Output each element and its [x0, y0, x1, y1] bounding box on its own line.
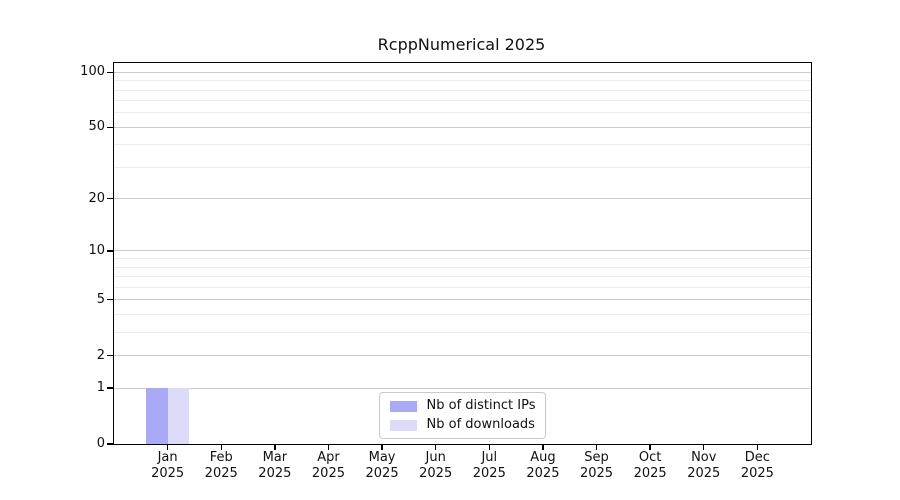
x-tick	[703, 444, 705, 450]
x-tick-label: Sep 2025	[579, 450, 614, 481]
x-tick-label: Jul 2025	[472, 450, 506, 481]
x-tick-label: Oct 2025	[633, 450, 667, 481]
legend-swatch-distinct-ips	[389, 400, 417, 412]
y-gridline-minor	[114, 166, 811, 168]
y-tick-label: 0	[96, 436, 105, 451]
y-tick	[107, 354, 114, 357]
y-gridline-minor	[114, 100, 811, 102]
y-gridline-major	[114, 126, 811, 128]
y-tick	[107, 443, 114, 445]
y-gridline-minor	[114, 266, 811, 268]
legend-label-downloads: Nb of downloads	[426, 417, 535, 432]
y-tick	[107, 387, 114, 389]
legend: Nb of distinct IPs Nb of downloads	[378, 392, 547, 439]
legend-swatch-downloads	[389, 419, 417, 431]
legend-item-downloads: Nb of downloads	[389, 417, 536, 432]
bar-nb-of-downloads-jan	[167, 388, 190, 444]
y-tick	[107, 250, 114, 252]
x-tick-label: Dec 2025	[740, 450, 774, 481]
x-tick-label: Feb 2025	[204, 450, 238, 481]
y-gridline-major	[114, 250, 811, 252]
y-gridline-major	[114, 299, 811, 301]
x-tick-label: May 2025	[365, 450, 399, 481]
x-tick-label: Apr 2025	[311, 450, 345, 481]
y-tick-label: 1	[96, 380, 105, 396]
x-tick-label: Jun 2025	[419, 450, 453, 481]
x-tick	[542, 444, 544, 450]
chart-title: RcppNumerical 2025	[377, 35, 546, 54]
y-gridline-minor	[114, 313, 811, 315]
y-gridline-minor	[114, 80, 811, 82]
x-tick	[756, 444, 759, 450]
y-gridline-minor	[114, 331, 811, 333]
legend-item-distinct-ips: Nb of distinct IPs	[389, 398, 536, 413]
y-gridline-major	[114, 355, 811, 357]
legend-label-distinct-ips: Nb of distinct IPs	[426, 398, 536, 413]
y-gridline-minor	[114, 112, 811, 114]
x-tick	[327, 444, 330, 450]
y-gridline-major	[114, 198, 811, 200]
y-tick-label: 10	[88, 242, 105, 258]
x-tick	[381, 444, 383, 450]
y-gridline-minor	[114, 286, 811, 288]
y-gridline-major	[114, 71, 811, 73]
x-tick-label: Jan 2025	[151, 450, 185, 481]
y-gridline-minor	[114, 89, 811, 91]
y-tick-label: 2	[96, 347, 105, 363]
y-tick-label: 50	[88, 119, 105, 135]
y-gridline-minor	[114, 258, 811, 260]
x-tick	[649, 444, 651, 450]
y-tick-label: 20	[88, 190, 105, 206]
y-tick	[107, 298, 114, 301]
x-tick-label: Nov 2025	[687, 450, 721, 481]
y-gridline-major	[114, 387, 811, 389]
x-tick	[595, 444, 598, 450]
x-tick	[274, 444, 276, 450]
plot-area: Nb of distinct IPs Nb of downloads 0 1 2 5 1…	[80, 62, 812, 481]
x-tick	[166, 444, 169, 450]
x-tick	[434, 444, 437, 450]
y-gridline-minor	[114, 276, 811, 278]
y-tick	[107, 126, 114, 129]
y-tick	[107, 198, 114, 200]
x-tick-label: Mar 2025	[258, 450, 292, 481]
y-tick	[107, 71, 114, 73]
x-tick	[488, 444, 490, 450]
bar-nb-of-distinct-ips-jan	[146, 388, 168, 444]
x-tick-label: Aug 2025	[526, 450, 560, 481]
y-gridline-minor	[114, 144, 811, 146]
y-tick-label: 100	[80, 64, 105, 80]
x-tick	[220, 444, 222, 450]
y-tick-label: 5	[96, 291, 105, 307]
